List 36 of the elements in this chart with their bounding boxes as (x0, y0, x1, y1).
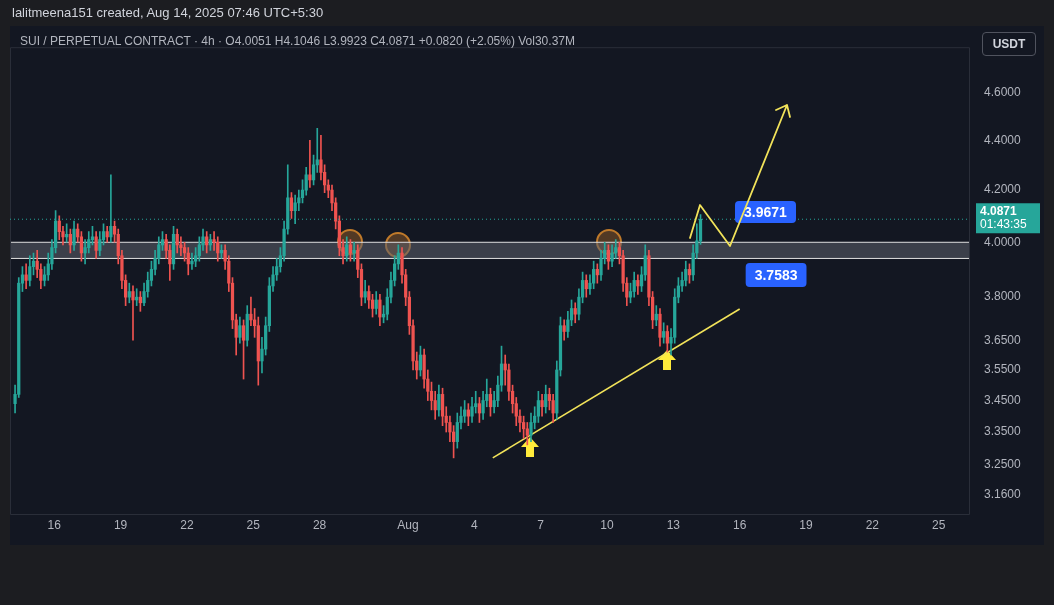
y-tick-label: 3.2500 (984, 456, 1022, 471)
x-tick-label: Aug (397, 517, 419, 532)
x-tick-label: 10 (600, 517, 614, 532)
x-tick-label: 16 (732, 517, 747, 532)
y-tick-label: 4.6000 (984, 85, 1022, 100)
y-tick-label: 3.8000 (984, 289, 1022, 304)
y-tick-label: 3.6500 (984, 332, 1022, 347)
chart-subtitle: SUI / PERPETUAL CONTRACT · 4h · O4.0051 H4.1046 L3.9923 C4.0871 +0.0820 (+2.05%) Vol30.37M (20, 34, 575, 48)
ref-line-label: 4.0871 (980, 203, 1018, 218)
annotation: 3.7583 (754, 266, 798, 283)
y-tick-label: 3.4500 (984, 392, 1022, 407)
x-tick-label: 22 (865, 517, 880, 532)
x-tick-label: 19 (113, 517, 128, 532)
annotation: 3.9671 (735, 201, 796, 223)
text: 01:43:35 (980, 216, 1028, 231)
x-tick-label: 7 (537, 517, 545, 532)
y-tick-label: 3.1600 (984, 486, 1022, 501)
candlestick (352, 241, 356, 262)
y-axis-title: USDT (982, 32, 1036, 56)
candlestick (308, 139, 312, 188)
x-tick-label: 25 (246, 517, 261, 532)
x-tick-label: 25 (932, 517, 946, 532)
candlestick (24, 263, 28, 290)
x-tick-label: 19 (799, 517, 813, 532)
chart-title: lalitmeena151 created, Aug 14, 2025 07:46 UTC+5:30 (12, 5, 324, 20)
y-tick-label: 4.2000 (984, 182, 1022, 197)
x-tick-label: 16 (47, 517, 62, 532)
candlestick (131, 285, 135, 341)
y-tick-label: 3.3500 (984, 424, 1022, 439)
y-tick-label: 4.0000 (984, 234, 1022, 249)
y-tick-label: 3.5500 (984, 362, 1022, 377)
x-tick-label: 22 (180, 517, 194, 532)
x-tick-label: 13 (666, 517, 681, 532)
y-tick-label: 4.4000 (984, 132, 1022, 147)
x-tick-label: 28 (312, 517, 327, 532)
x-tick-label: 4 (470, 517, 478, 532)
